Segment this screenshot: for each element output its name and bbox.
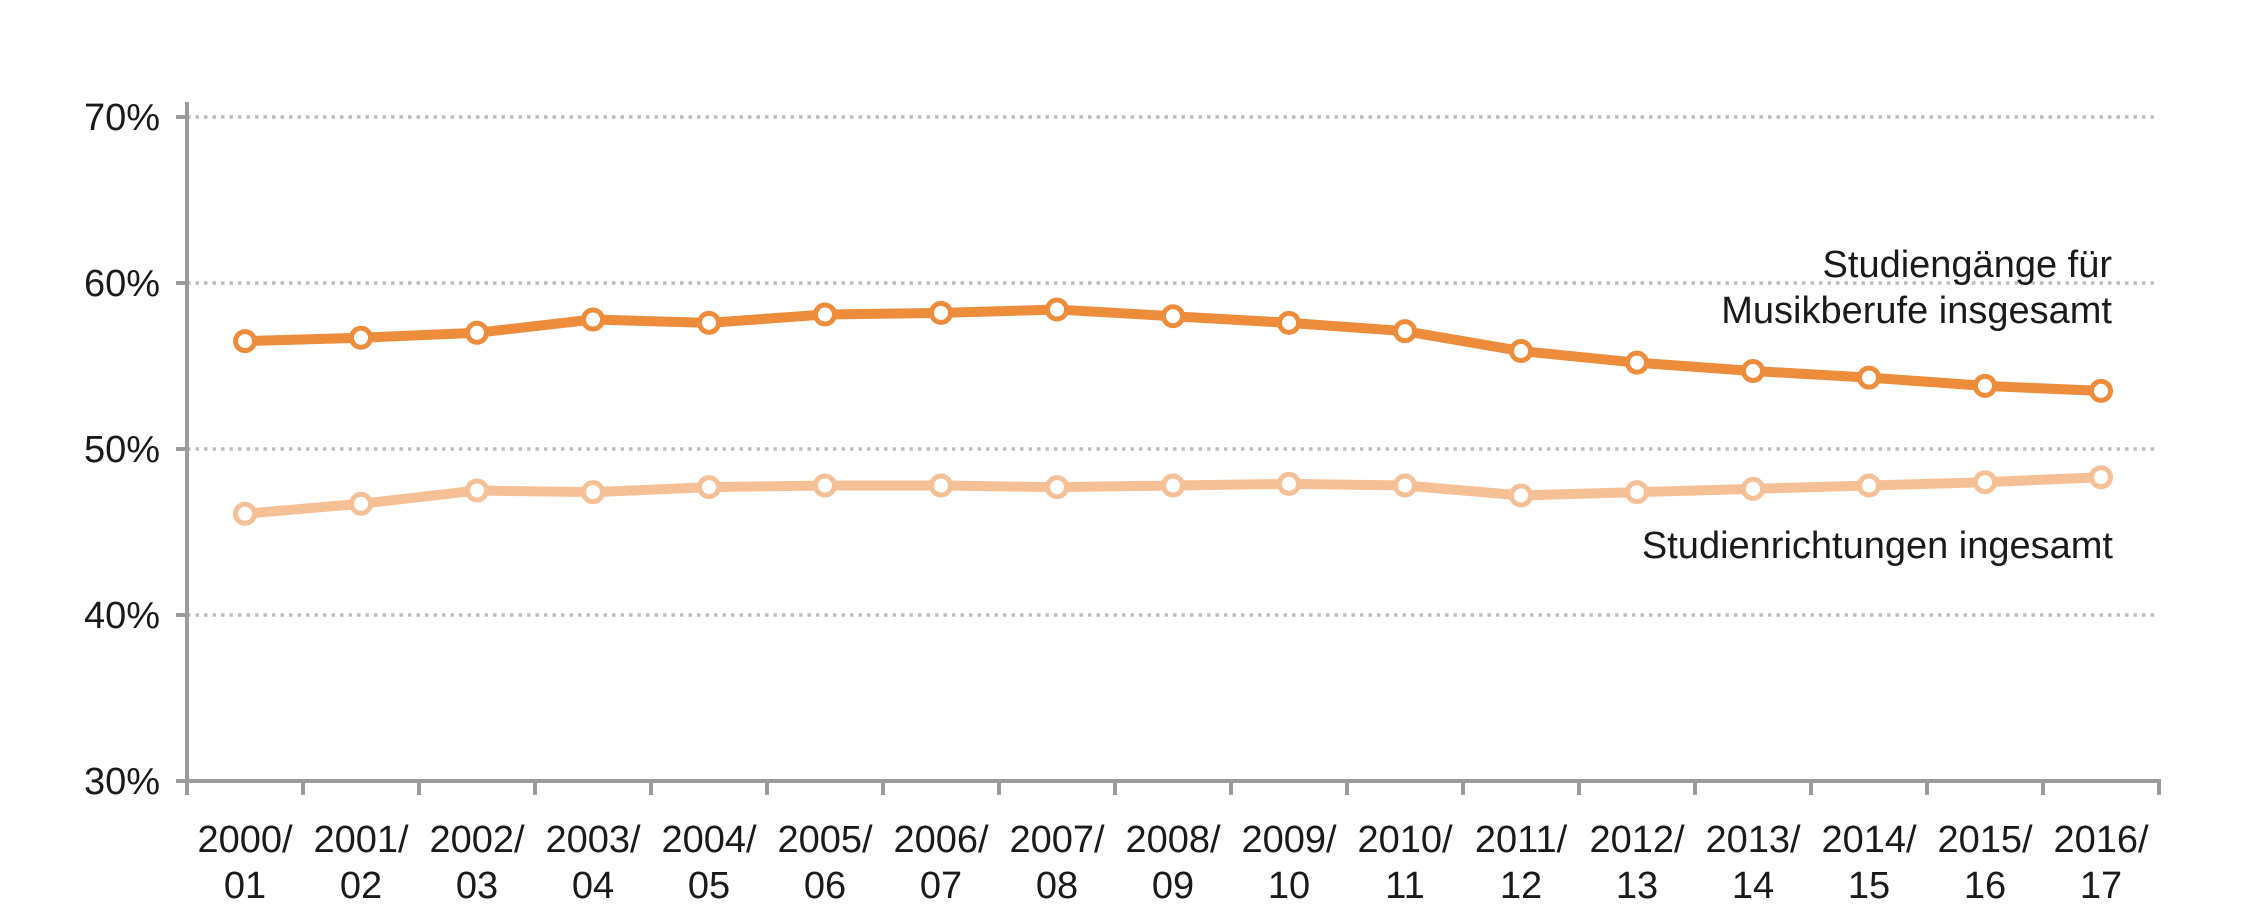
data-point — [1045, 475, 1069, 500]
data-point — [581, 307, 605, 332]
series-label: Musikberufe insgesamt — [1721, 290, 2112, 332]
x-tick-label: 2003/ — [545, 819, 641, 861]
data-point — [697, 310, 721, 335]
x-tick-label: 14 — [1732, 865, 1774, 907]
y-tick-label: 60% — [84, 263, 160, 305]
data-point — [1045, 297, 1069, 322]
data-point — [465, 320, 489, 345]
x-tick-label: 04 — [572, 865, 614, 907]
x-tick-label: 13 — [1616, 865, 1658, 907]
data-point — [1161, 304, 1185, 329]
x-tick-label: 11 — [1385, 865, 1424, 907]
data-point — [1625, 480, 1649, 505]
data-point — [1741, 358, 1765, 383]
y-tick-label: 50% — [84, 429, 160, 471]
series-label: Studiengänge für — [1823, 244, 2113, 286]
x-tick-label: 2010/ — [1357, 819, 1453, 861]
data-point — [233, 501, 257, 526]
x-tick-label: 17 — [2080, 865, 2122, 907]
data-point — [929, 300, 953, 325]
x-tick-label: 10 — [1268, 865, 1310, 907]
data-point — [1857, 365, 1881, 390]
x-tick-label: 05 — [688, 865, 730, 907]
data-point — [349, 491, 373, 516]
x-tick-label: 2011/ — [1475, 819, 1568, 861]
data-point — [813, 473, 837, 498]
x-tick-label: 01 — [224, 865, 266, 907]
data-point — [1277, 471, 1301, 496]
data-point — [349, 325, 373, 350]
x-tick-label: 15 — [1848, 865, 1890, 907]
data-point — [1393, 319, 1417, 344]
x-tick-label: 03 — [456, 865, 498, 907]
data-point — [813, 302, 837, 327]
data-point — [2089, 465, 2113, 490]
x-tick-label: 2005/ — [777, 819, 873, 861]
x-tick-label: 2007/ — [1009, 819, 1105, 861]
y-tick-label: 30% — [84, 761, 160, 803]
x-tick-label: 2002/ — [429, 819, 525, 861]
x-tick-label: 2012/ — [1589, 819, 1685, 861]
x-tick-label: 09 — [1152, 865, 1194, 907]
data-point — [1625, 350, 1649, 375]
x-tick-label: 2016/ — [2053, 819, 2149, 861]
data-point — [1161, 473, 1185, 498]
data-point — [697, 475, 721, 500]
data-point — [1973, 373, 1997, 398]
x-tick-label: 02 — [340, 865, 382, 907]
x-tick-label: 2013/ — [1705, 819, 1801, 861]
x-tick-label: 07 — [920, 865, 962, 907]
data-point — [929, 473, 953, 498]
x-tick-label: 06 — [804, 865, 846, 907]
x-tick-label: 2001/ — [313, 819, 409, 861]
data-point — [1509, 339, 1533, 364]
data-point — [1857, 473, 1881, 498]
x-tick-label: 16 — [1964, 865, 2006, 907]
x-tick-label: 2009/ — [1241, 819, 1337, 861]
x-tick-label: 08 — [1036, 865, 1078, 907]
x-tick-label: 2015/ — [1937, 819, 2033, 861]
x-tick-label: 2004/ — [661, 819, 757, 861]
x-tick-label: 2006/ — [893, 819, 989, 861]
data-point — [1509, 483, 1533, 508]
x-tick-label: 2008/ — [1125, 819, 1221, 861]
data-point — [2089, 378, 2113, 403]
data-point — [233, 329, 257, 354]
data-point — [1741, 476, 1765, 501]
data-point — [1973, 470, 1997, 495]
series-label: Studienrichtungen ingesamt — [1642, 525, 2114, 567]
data-point — [1277, 310, 1301, 335]
x-tick-label: 12 — [1500, 865, 1542, 907]
y-tick-label: 70% — [84, 97, 160, 139]
data-point — [581, 480, 605, 505]
data-point — [465, 478, 489, 503]
y-tick-label: 40% — [84, 595, 160, 637]
data-point — [1393, 473, 1417, 498]
x-tick-label: 2014/ — [1821, 819, 1917, 861]
x-tick-label: 2000/ — [197, 819, 293, 861]
